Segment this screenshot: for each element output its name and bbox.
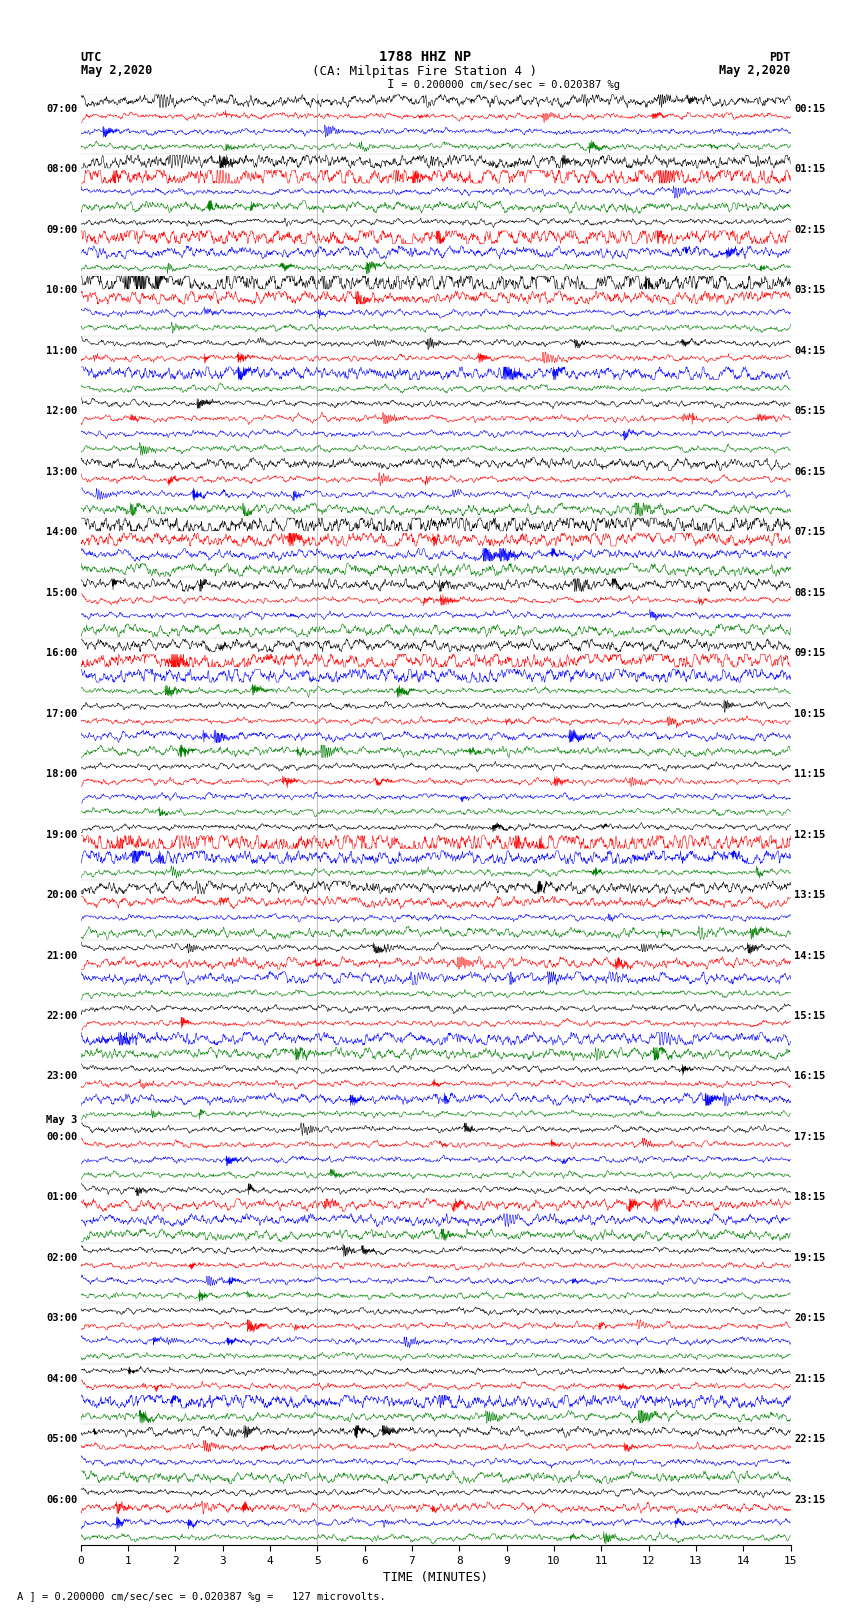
Text: 21:00: 21:00	[46, 950, 77, 960]
Text: 06:00: 06:00	[46, 1495, 77, 1505]
Text: 19:00: 19:00	[46, 829, 77, 839]
Text: 02:15: 02:15	[794, 224, 825, 234]
Text: 09:15: 09:15	[794, 648, 825, 658]
Text: 13:15: 13:15	[794, 890, 825, 900]
Text: 03:15: 03:15	[794, 286, 825, 295]
Text: May 3: May 3	[46, 1115, 77, 1124]
Text: 00:15: 00:15	[794, 103, 825, 113]
Text: 16:00: 16:00	[46, 648, 77, 658]
Text: UTC: UTC	[81, 50, 102, 65]
Text: 10:00: 10:00	[46, 286, 77, 295]
Text: 08:15: 08:15	[794, 587, 825, 597]
Text: 01:15: 01:15	[794, 165, 825, 174]
Text: 10:15: 10:15	[794, 708, 825, 718]
Text: (CA: Milpitas Fire Station 4 ): (CA: Milpitas Fire Station 4 )	[313, 65, 537, 79]
Text: May 2,2020: May 2,2020	[81, 63, 152, 77]
Text: 00:00: 00:00	[46, 1132, 77, 1142]
Text: 18:00: 18:00	[46, 769, 77, 779]
Text: 03:00: 03:00	[46, 1313, 77, 1323]
Text: 21:15: 21:15	[794, 1374, 825, 1384]
Text: 05:15: 05:15	[794, 406, 825, 416]
Text: 14:00: 14:00	[46, 527, 77, 537]
Text: 12:00: 12:00	[46, 406, 77, 416]
Text: 11:15: 11:15	[794, 769, 825, 779]
Text: 22:15: 22:15	[794, 1434, 825, 1444]
Text: 17:15: 17:15	[794, 1132, 825, 1142]
Text: May 2,2020: May 2,2020	[719, 63, 791, 77]
Text: 15:00: 15:00	[46, 587, 77, 597]
Text: 02:00: 02:00	[46, 1253, 77, 1263]
Text: = 0.200000 cm/sec/sec = 0.020387 %g: = 0.200000 cm/sec/sec = 0.020387 %g	[395, 79, 620, 90]
Text: 07:15: 07:15	[794, 527, 825, 537]
Text: 20:00: 20:00	[46, 890, 77, 900]
Text: 23:00: 23:00	[46, 1071, 77, 1081]
Text: 22:00: 22:00	[46, 1011, 77, 1021]
Text: 20:15: 20:15	[794, 1313, 825, 1323]
Text: 08:00: 08:00	[46, 165, 77, 174]
Text: 23:15: 23:15	[794, 1495, 825, 1505]
Text: A ] = 0.200000 cm/sec/sec = 0.020387 %g =   127 microvolts.: A ] = 0.200000 cm/sec/sec = 0.020387 %g …	[17, 1592, 386, 1602]
Text: 01:00: 01:00	[46, 1192, 77, 1202]
Text: 1788 HHZ NP: 1788 HHZ NP	[379, 50, 471, 65]
Text: 17:00: 17:00	[46, 708, 77, 718]
Text: PDT: PDT	[769, 50, 790, 65]
Text: 11:00: 11:00	[46, 345, 77, 355]
X-axis label: TIME (MINUTES): TIME (MINUTES)	[383, 1571, 488, 1584]
Text: 18:15: 18:15	[794, 1192, 825, 1202]
Text: 04:00: 04:00	[46, 1374, 77, 1384]
Text: 19:15: 19:15	[794, 1253, 825, 1263]
Text: 15:15: 15:15	[794, 1011, 825, 1021]
Text: 09:00: 09:00	[46, 224, 77, 234]
Text: I: I	[388, 77, 394, 92]
Text: 04:15: 04:15	[794, 345, 825, 355]
Text: 14:15: 14:15	[794, 950, 825, 960]
Text: 07:00: 07:00	[46, 103, 77, 113]
Text: 05:00: 05:00	[46, 1434, 77, 1444]
Text: 06:15: 06:15	[794, 466, 825, 476]
Text: 13:00: 13:00	[46, 466, 77, 476]
Text: 12:15: 12:15	[794, 829, 825, 839]
Text: 16:15: 16:15	[794, 1071, 825, 1081]
